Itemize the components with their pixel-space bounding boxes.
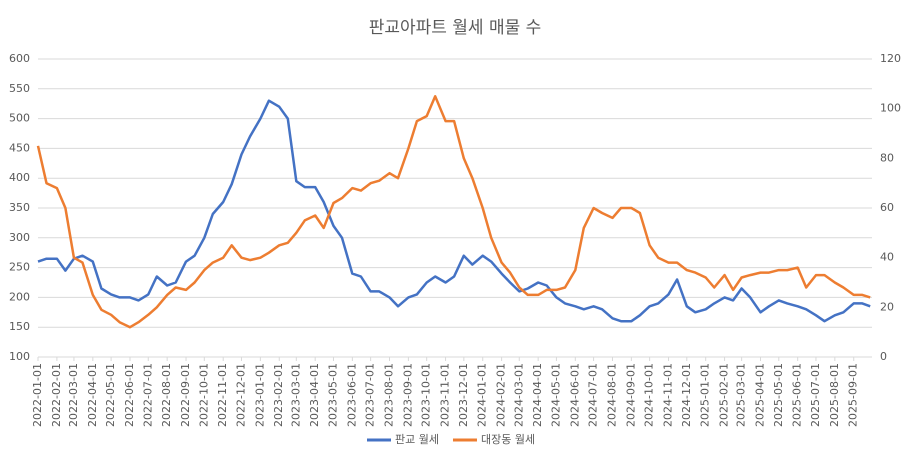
x-tick-label: 2023-10-01 <box>420 363 433 427</box>
x-tick-label: 2024-04-01 <box>531 363 544 427</box>
x-tick-label: 2022-04-01 <box>86 363 99 427</box>
y-tick-label: 550 <box>9 82 30 95</box>
x-tick-label: 2023-04-01 <box>308 363 321 427</box>
x-tick-label: 2023-08-01 <box>383 363 396 427</box>
x-tick-label: 2025-06-01 <box>791 363 804 427</box>
y2-tick-label: 60 <box>880 201 894 214</box>
x-tick-label: 2024-11-01 <box>662 363 675 427</box>
y-tick-label: 200 <box>9 290 30 303</box>
x-tick-label: 2023-07-01 <box>364 363 377 427</box>
x-tick-label: 2023-03-01 <box>289 363 302 427</box>
y-tick-label: 500 <box>9 112 30 125</box>
x-tick-label: 2024-02-01 <box>495 363 508 427</box>
x-tick-label: 2025-05-01 <box>772 363 785 427</box>
x-tick-label: 2025-09-01 <box>847 363 860 427</box>
x-tick-label: 2023-11-01 <box>439 363 452 427</box>
y-tick-label: 300 <box>9 231 30 244</box>
x-tick-label: 2022-06-01 <box>123 363 136 427</box>
x-tick-label: 2022-11-01 <box>216 363 229 427</box>
x-tick-label: 2024-09-01 <box>624 363 637 427</box>
x-tick-label: 2025-07-01 <box>809 363 822 427</box>
chart-title: 판교아파트 월세 매물 수 <box>369 18 542 38</box>
x-tick-label: 2025-08-01 <box>828 363 841 427</box>
x-tick-label: 2025-01-01 <box>699 363 712 427</box>
x-tick-label: 2025-04-01 <box>754 363 767 427</box>
x-tick-label: 2025-03-01 <box>735 363 748 427</box>
x-tick-label: 2023-06-01 <box>345 363 358 427</box>
x-tick-label: 2022-05-01 <box>104 363 117 427</box>
line-series <box>36 95 871 329</box>
x-tick-label: 2022-02-01 <box>50 363 63 427</box>
x-tick-label: 2022-03-01 <box>67 363 80 427</box>
x-tick-label: 2025-02-01 <box>718 363 731 427</box>
x-tick-label: 2023-09-01 <box>401 363 414 427</box>
y2-tick-label: 100 <box>880 102 901 115</box>
legend-label: 판교 월세 <box>395 433 439 446</box>
x-tick-label: 2022-10-01 <box>197 363 210 427</box>
y2-tick-label: 80 <box>880 151 894 164</box>
y-tick-label: 150 <box>9 320 30 333</box>
y2-tick-label: 20 <box>880 300 894 313</box>
y-tick-label: 400 <box>9 171 30 184</box>
line-series <box>37 99 871 323</box>
y-tick-label: 100 <box>9 350 30 363</box>
y-tick-label: 250 <box>9 261 30 274</box>
legend-label: 대장동 월세 <box>481 433 535 446</box>
x-tick-label: 2024-07-01 <box>587 363 600 427</box>
x-tick-label: 2022-12-01 <box>234 363 247 427</box>
y2-tick-label: 120 <box>880 52 901 65</box>
y-tick-label: 450 <box>9 141 30 154</box>
x-tick-label: 2022-07-01 <box>141 363 154 427</box>
x-tick-label: 2022-01-01 <box>31 363 44 427</box>
x-tick-label: 2024-10-01 <box>643 363 656 427</box>
x-tick-label: 2024-12-01 <box>680 363 693 427</box>
x-tick-label: 2022-08-01 <box>160 363 173 427</box>
x-tick-label: 2024-01-01 <box>476 363 489 427</box>
x-tick-label: 2024-05-01 <box>549 363 562 427</box>
x-tick-label: 2023-02-01 <box>272 363 285 427</box>
y-tick-label: 600 <box>9 52 30 65</box>
x-tick-label: 2024-06-01 <box>568 363 581 427</box>
x-tick-label: 2024-08-01 <box>605 363 618 427</box>
x-tick-label: 2023-05-01 <box>326 363 339 427</box>
y2-tick-label: 0 <box>880 350 887 363</box>
y-tick-label: 350 <box>9 201 30 214</box>
x-tick-label: 2024-03-01 <box>512 363 525 427</box>
x-tick-label: 2023-01-01 <box>253 363 266 427</box>
x-tick-label: 2022-09-01 <box>179 363 192 427</box>
y2-tick-label: 40 <box>880 251 894 264</box>
x-tick-label: 2023-12-01 <box>457 363 470 427</box>
